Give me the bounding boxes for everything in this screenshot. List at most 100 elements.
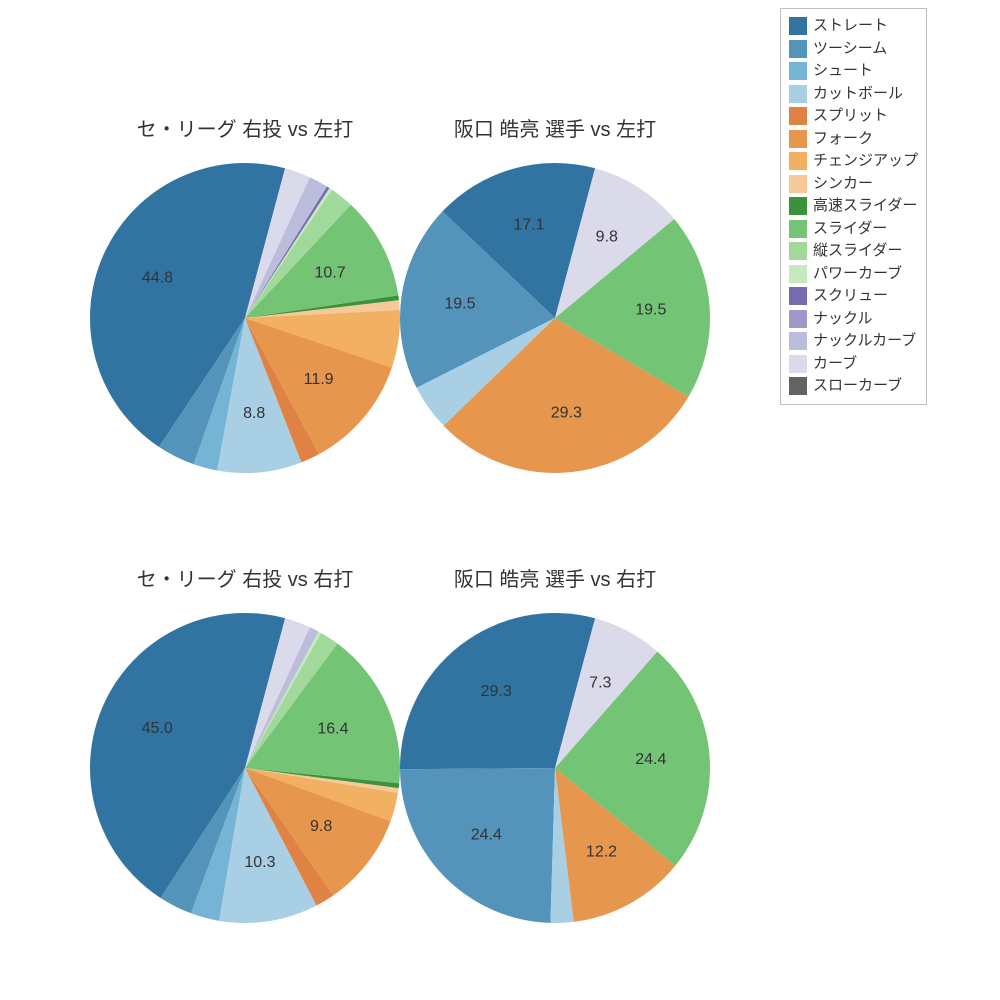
legend-label: 高速スライダー xyxy=(813,195,917,218)
legend-swatch xyxy=(789,265,807,283)
legend-label: スライダー xyxy=(813,218,887,241)
pie-slice-split xyxy=(245,768,333,906)
legend-swatch xyxy=(789,85,807,103)
legend-swatch xyxy=(789,287,807,305)
legend-swatch xyxy=(789,107,807,125)
legend-swatch xyxy=(789,152,807,170)
legend-item: スクリュー xyxy=(789,285,918,308)
slice-label: 24.4 xyxy=(471,826,502,843)
pie-slice-knuckle_curve xyxy=(245,177,327,318)
legend-swatch xyxy=(789,377,807,395)
legend-swatch xyxy=(789,175,807,193)
legend: ストレートツーシームシュートカットボールスプリットフォークチェンジアップシンカー… xyxy=(780,8,927,405)
legend-item: カーブ xyxy=(789,353,918,376)
legend-label: チェンジアップ xyxy=(813,150,918,173)
legend-swatch xyxy=(789,310,807,328)
pie-slice-shoot xyxy=(191,768,245,921)
pie-slice-v_slider xyxy=(245,190,351,318)
legend-item: シンカー xyxy=(789,173,918,196)
legend-item: スライダー xyxy=(789,218,918,241)
pie-slice-two_seam xyxy=(400,768,555,923)
pie-slice-straight xyxy=(442,163,595,318)
chart-title: 阪口 皓亮 選手 vs 右打 xyxy=(395,563,715,592)
legend-label: パワーカーブ xyxy=(813,263,902,286)
legend-swatch xyxy=(789,332,807,350)
pie-slice-slider xyxy=(555,219,710,397)
pie-slice-sinker xyxy=(245,768,399,793)
chart-title: セ・リーグ 右投 vs 左打 xyxy=(85,113,405,142)
legend-label: シンカー xyxy=(813,173,873,196)
pie-slice-changeup xyxy=(245,310,400,368)
pie-slice-two_seam xyxy=(400,211,555,387)
pie-slice-two_seam xyxy=(161,768,245,913)
pie-slice-slider xyxy=(245,205,398,318)
legend-label: カットボール xyxy=(813,83,903,106)
slice-label: 11.9 xyxy=(304,371,334,388)
slice-label: 19.5 xyxy=(635,302,666,319)
legend-item: ナックル xyxy=(789,308,918,331)
pie-slice-fast_slider xyxy=(245,768,399,788)
legend-label: スクリュー xyxy=(813,285,888,308)
pie-slice-two_seam xyxy=(159,318,245,464)
pie-slice-fork xyxy=(245,768,391,895)
pie-slice-fork xyxy=(245,318,392,454)
legend-item: 縦スライダー xyxy=(789,240,918,263)
legend-label: カーブ xyxy=(813,353,857,376)
slice-label: 8.8 xyxy=(243,405,265,422)
slice-label: 19.5 xyxy=(444,295,475,312)
slice-label: 7.3 xyxy=(589,675,611,692)
legend-item: ツーシーム xyxy=(789,38,918,61)
legend-item: パワーカーブ xyxy=(789,263,918,286)
legend-item: ストレート xyxy=(789,15,918,38)
legend-item: 高速スライダー xyxy=(789,195,918,218)
pie-slice-fork xyxy=(444,318,689,473)
slice-label: 10.3 xyxy=(244,854,275,871)
pie-slice-curve xyxy=(245,618,310,768)
legend-swatch xyxy=(789,220,807,238)
pie-slice-knuckle_curve xyxy=(245,627,319,768)
legend-swatch xyxy=(789,130,807,148)
legend-label: ナックル xyxy=(813,308,873,331)
legend-swatch xyxy=(789,197,807,215)
legend-item: フォーク xyxy=(789,128,918,151)
legend-label: スプリット xyxy=(813,105,888,128)
pie-slice-fork xyxy=(555,768,675,922)
chart-title: 阪口 皓亮 選手 vs 左打 xyxy=(395,113,715,142)
chart-title: セ・リーグ 右投 vs 右打 xyxy=(85,563,405,592)
pie-slice-straight xyxy=(90,163,285,447)
pie-slice-straight xyxy=(90,613,285,898)
slice-label: 29.3 xyxy=(551,405,582,422)
pie-slice-power_curve xyxy=(245,188,332,318)
pie-slice-slider xyxy=(245,644,400,784)
pie-slice-changeup xyxy=(245,768,398,821)
slice-label: 45.0 xyxy=(142,720,173,737)
legend-label: シュート xyxy=(813,60,873,83)
slice-label: 44.8 xyxy=(142,270,173,287)
legend-item: シュート xyxy=(789,60,918,83)
legend-label: 縦スライダー xyxy=(813,240,902,263)
pie-slice-split xyxy=(245,318,319,462)
pie-slice-cutball xyxy=(219,768,316,923)
legend-label: ツーシーム xyxy=(813,38,887,61)
pie-slice-cutball xyxy=(217,318,301,473)
legend-item: チェンジアップ xyxy=(789,150,918,173)
pie-slice-shoot xyxy=(194,318,245,470)
legend-item: スプリット xyxy=(789,105,918,128)
pie-slice-slider xyxy=(555,652,710,866)
slice-label: 10.7 xyxy=(315,265,346,282)
pie-slice-cutball xyxy=(550,768,573,923)
legend-swatch xyxy=(789,355,807,373)
pie-slice-straight xyxy=(400,613,595,769)
pie-slice-cutball xyxy=(417,318,555,426)
legend-item: ナックルカーブ xyxy=(789,330,918,353)
slice-label: 12.2 xyxy=(586,843,617,860)
slice-label: 9.8 xyxy=(596,228,618,245)
slice-label: 9.8 xyxy=(310,818,332,835)
slice-label: 17.1 xyxy=(513,217,544,234)
legend-label: スローカーブ xyxy=(813,375,902,398)
pie-slice-fast_slider xyxy=(245,295,399,318)
slice-label: 24.4 xyxy=(635,751,666,768)
figure: セ・リーグ 右投 vs 左打 44.8 8.8 11.9 10.7 阪口 皓亮 選手 vs… xyxy=(0,0,1000,1000)
legend-label: ナックルカーブ xyxy=(813,330,916,353)
legend-swatch xyxy=(789,242,807,260)
